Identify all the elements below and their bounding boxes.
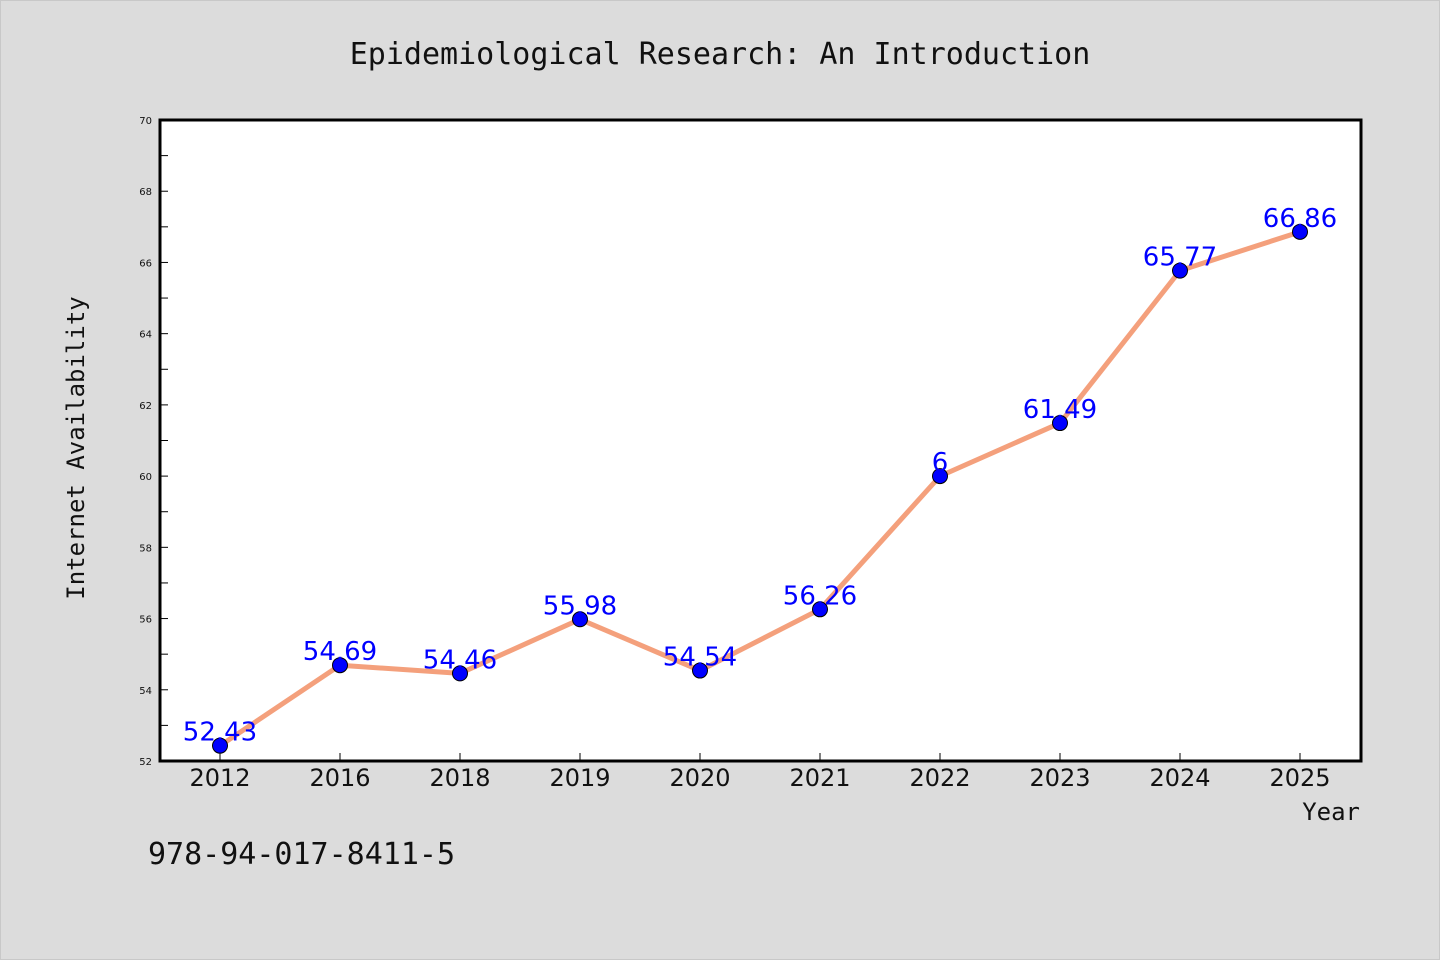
- y-tick-label: 66: [139, 258, 152, 269]
- data-label: 66.86: [1263, 204, 1337, 234]
- data-labels-layer: 52.43 54.69 54.46 55.98 54.54 56.26 6 61.49 65.7…: [183, 204, 1337, 748]
- data-point: [332, 657, 348, 674]
- data-point: [1172, 262, 1188, 279]
- y-tick-label: 60: [139, 472, 152, 483]
- x-tick-label: 2024: [1149, 764, 1210, 792]
- data-label: 61.49: [1023, 395, 1097, 425]
- data-label: 55.98: [543, 591, 617, 621]
- y-axis: 52 54 56 58 60 62 64 66 68 70: [139, 116, 168, 768]
- x-tick-label: 2020: [669, 764, 730, 792]
- data-label: 54.46: [423, 645, 497, 675]
- data-point: [572, 611, 588, 628]
- y-axis-title: Internet Availability: [62, 296, 90, 599]
- x-tick-label: 2021: [789, 764, 850, 792]
- plot-area: [158, 118, 1363, 763]
- data-label: 56.26: [783, 581, 857, 611]
- data-label: 54.54: [663, 643, 737, 673]
- y-tick-label: 70: [139, 116, 152, 127]
- x-tick-label: 2012: [189, 764, 250, 792]
- series-line: [218, 229, 1301, 748]
- y-tick-label: 58: [139, 543, 152, 554]
- data-point: [1052, 415, 1068, 432]
- data-label: 52.43: [183, 718, 257, 748]
- x-axis: 2012 2016 2018 2019 2020 2021 2022 2023 2024 2025: [189, 753, 1331, 792]
- x-tick-label: 2022: [909, 764, 970, 792]
- y-tick-label: 54: [139, 686, 152, 697]
- data-point: [1292, 223, 1308, 240]
- data-point: [812, 601, 828, 618]
- data-point: [452, 665, 468, 682]
- data-label: 65.77: [1143, 243, 1217, 273]
- y-tick-label: 64: [139, 330, 152, 341]
- x-tick-label: 2019: [549, 764, 610, 792]
- data-point: [932, 468, 948, 485]
- x-tick-label: 2023: [1029, 764, 1090, 792]
- y-tick-label: 56: [139, 615, 152, 626]
- x-tick-label: 2016: [309, 764, 370, 792]
- chart-title: Epidemiological Research: An Introductio…: [350, 37, 1091, 72]
- isbn-text: 978-94-017-8411-5: [148, 837, 455, 872]
- data-point: [212, 737, 228, 754]
- data-point: [692, 662, 708, 679]
- series-layer: [212, 223, 1308, 754]
- y-tick-label: 68: [139, 187, 152, 198]
- y-tick-label: 62: [139, 401, 152, 412]
- data-label: 54.69: [303, 637, 377, 667]
- x-tick-label: 2025: [1269, 764, 1330, 792]
- x-axis-title: Year: [1302, 798, 1360, 826]
- data-label: 6: [932, 448, 949, 478]
- y-tick-label: 52: [139, 757, 152, 768]
- x-tick-label: 2018: [429, 764, 490, 792]
